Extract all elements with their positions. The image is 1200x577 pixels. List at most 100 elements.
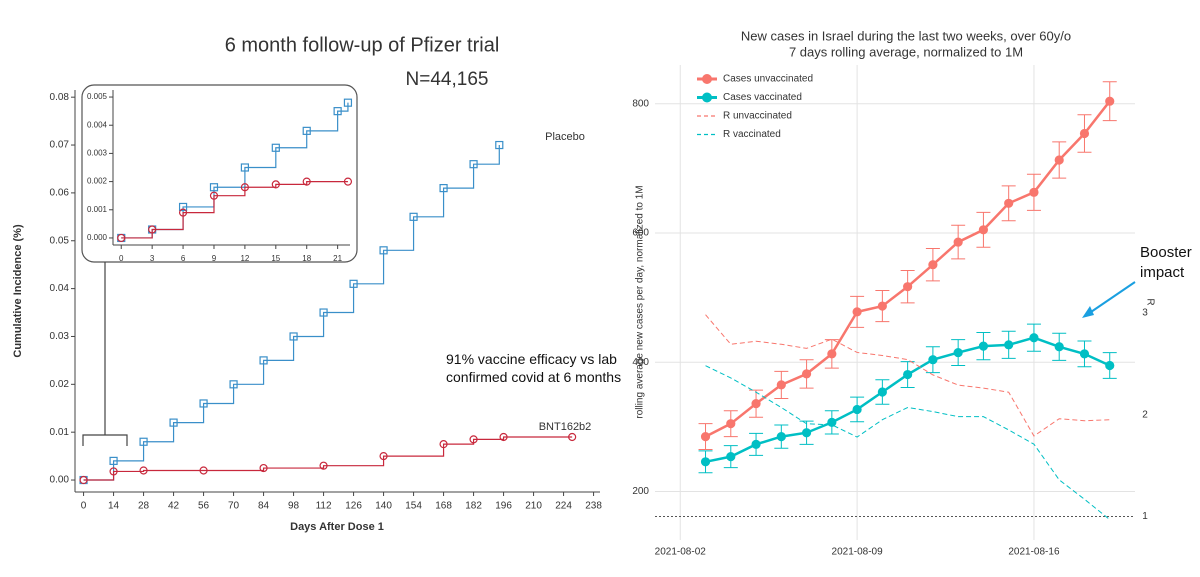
x-tick-label: 2021-08-16 <box>1008 547 1060 558</box>
marker <box>139 437 148 446</box>
y-axis-label: rolling average new cases per day, norma… <box>635 185 646 418</box>
x-tick-label: 9 <box>212 254 217 263</box>
x-tick-label: 2021-08-02 <box>655 547 707 558</box>
marker <box>343 98 353 107</box>
annotation: Booster impact <box>1140 244 1192 281</box>
y2-tick-label: 1 <box>1142 511 1148 522</box>
y-tick-label: 200 <box>632 486 649 497</box>
marker <box>343 177 353 186</box>
marker <box>726 452 736 462</box>
marker <box>178 208 188 217</box>
legend-marker <box>702 74 712 84</box>
marker <box>499 432 508 442</box>
marker <box>978 341 989 351</box>
x-tick-label: 18 <box>302 254 311 263</box>
y-tick-label: 0.004 <box>87 120 108 129</box>
annotation: 91% vaccine efficacy vs lab confirmed co… <box>446 351 622 385</box>
marker <box>109 456 118 465</box>
legend-marker <box>702 92 712 103</box>
marker <box>379 452 388 461</box>
marker <box>827 349 837 359</box>
marker <box>169 418 178 427</box>
x-tick-label: 6 <box>181 254 186 263</box>
y-tick-label: 0.001 <box>87 205 108 214</box>
chart-subtitle: N=44,165 <box>406 69 489 90</box>
marker <box>302 177 311 186</box>
legend-label: Cases vaccinated <box>723 92 802 103</box>
marker <box>199 466 208 475</box>
marker <box>469 160 478 169</box>
marker <box>852 307 862 317</box>
marker <box>801 369 812 379</box>
marker <box>953 347 963 358</box>
x-tick-label: 168 <box>435 501 452 512</box>
series-line <box>121 180 348 239</box>
x-tick-label: 224 <box>555 501 572 512</box>
y-axis-label: Cumulative Incidence (%) <box>12 224 24 358</box>
marker <box>953 237 963 247</box>
marker <box>379 246 388 255</box>
x-tick-label: 21 <box>333 254 342 263</box>
marker <box>259 463 268 473</box>
marker <box>178 202 188 212</box>
marker <box>209 183 219 192</box>
marker <box>700 431 711 442</box>
marker <box>852 404 862 415</box>
y-tick-label: 0.02 <box>50 379 70 390</box>
legend-label: Cases unvaccinated <box>723 74 813 85</box>
x-tick-label: 2021-08-09 <box>832 547 884 558</box>
marker <box>726 419 736 429</box>
y-tick-label: 0.07 <box>50 140 70 151</box>
y-tick-label: 0.000 <box>87 233 108 242</box>
marker <box>1029 187 1039 197</box>
x-tick-label: 140 <box>375 501 392 512</box>
y-tick-label: 400 <box>632 357 649 368</box>
annotation-arrow <box>1087 281 1136 315</box>
marker <box>139 466 148 475</box>
marker <box>271 143 280 152</box>
y2-tick-label: 3 <box>1142 307 1148 318</box>
x-tick-label: 238 <box>585 501 602 512</box>
marker <box>903 282 913 292</box>
y-tick-label: 0.00 <box>50 475 70 486</box>
x-tick-label: 42 <box>168 501 180 512</box>
marker <box>439 440 448 449</box>
marker <box>903 369 913 380</box>
marker <box>117 233 126 243</box>
marker <box>495 140 504 150</box>
marker <box>1105 360 1115 371</box>
marker <box>1004 340 1014 350</box>
y-tick-label: 0.005 <box>87 92 108 101</box>
x-tick-label: 12 <box>240 254 249 263</box>
chart-title: 6 month follow-up of Pfizer trial <box>225 34 500 56</box>
marker <box>409 212 418 221</box>
y-tick-label: 0.01 <box>50 427 70 438</box>
marker <box>349 279 358 288</box>
marker <box>1054 155 1064 165</box>
marker <box>1079 128 1090 139</box>
marker <box>271 180 280 189</box>
annotation-box: 91% vaccine efficacy vs lab confirmed co… <box>446 351 622 385</box>
marker <box>877 301 887 311</box>
x-axis-label: Days After Dose 1 <box>290 521 384 533</box>
marker <box>1054 342 1064 352</box>
marker <box>568 432 577 442</box>
x-tick-label: 15 <box>271 254 280 263</box>
y2-axis-label: R <box>1144 298 1155 305</box>
y-tick-label: 0.05 <box>50 235 70 246</box>
marker <box>1029 333 1039 343</box>
marker <box>751 439 761 449</box>
y-tick-label: 0.03 <box>50 331 70 342</box>
y-tick-label: 0.04 <box>50 283 70 294</box>
y-tick-label: 0.002 <box>87 177 108 186</box>
marker <box>333 107 342 116</box>
x-tick-label: 28 <box>138 501 150 512</box>
marker <box>978 225 989 235</box>
series-line <box>83 145 500 481</box>
marker <box>240 183 249 192</box>
x-tick-label: 56 <box>198 501 210 512</box>
marker <box>209 191 219 200</box>
x-tick-label: 182 <box>465 501 482 512</box>
annotation-box: Booster impact <box>1140 244 1192 281</box>
